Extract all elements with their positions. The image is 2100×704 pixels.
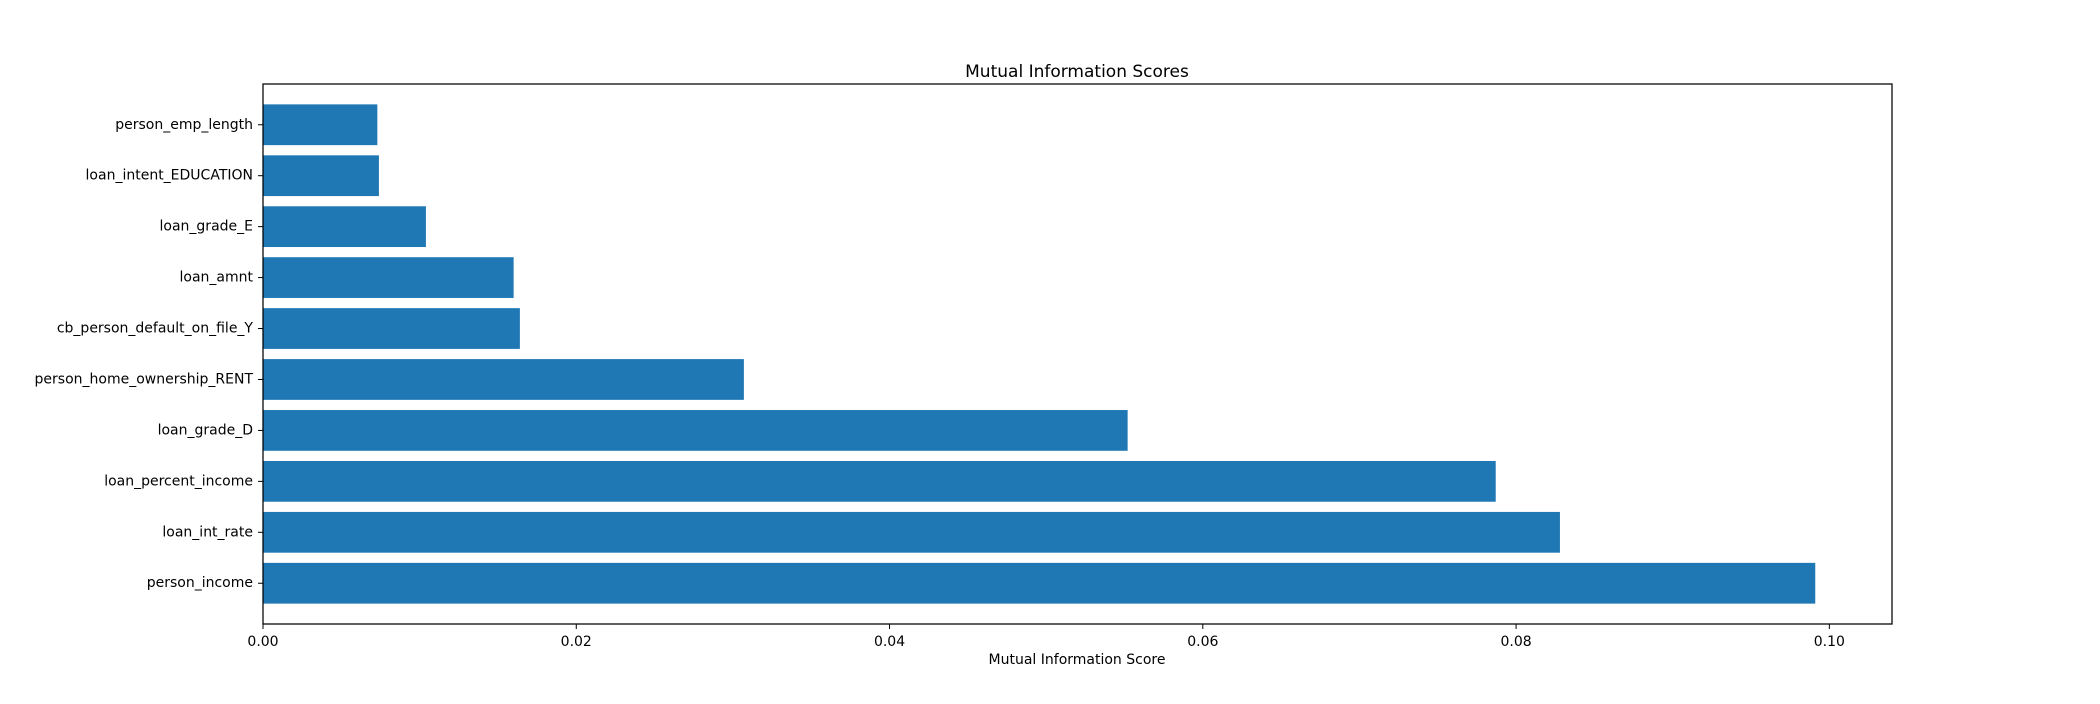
y-tick-label: loan_int_rate: [162, 524, 253, 540]
x-tick-label: 0.06: [1187, 634, 1218, 650]
bars-layer: [263, 104, 1815, 603]
bar-loan-intent-education: [263, 155, 379, 196]
x-tick-label: 0.00: [247, 634, 278, 650]
bar-loan-grade-e: [263, 206, 426, 247]
y-tick-label: loan_grade_E: [160, 219, 253, 235]
y-tick-label: cb_person_default_on_file_Y: [57, 321, 254, 337]
y-tick-label: loan_grade_D: [158, 422, 253, 438]
y-tick-label: person_home_ownership_RENT: [35, 371, 254, 387]
y-tick-label: loan_percent_income: [104, 473, 253, 489]
bar-person-home-ownership-rent: [263, 359, 744, 400]
y-tick-label: person_income: [147, 575, 253, 591]
bar-loan-amnt: [263, 257, 514, 298]
bar-loan-percent-income: [263, 461, 1496, 502]
x-tick-label: 0.02: [561, 634, 592, 650]
y-tick-label: person_emp_length: [115, 117, 253, 133]
bar-loan-grade-d: [263, 410, 1128, 451]
x-tick-label: 0.04: [874, 634, 905, 650]
y-tick-label: loan_intent_EDUCATION: [86, 168, 253, 184]
bar-loan-int-rate: [263, 512, 1560, 553]
x-tick-label: 0.08: [1500, 634, 1531, 650]
bar-person-income: [263, 563, 1815, 604]
x-axis-label: Mutual Information Score: [989, 652, 1166, 668]
chart-title: Mutual Information Scores: [965, 62, 1189, 82]
bar-cb-person-default-on-file-y: [263, 308, 520, 349]
x-tick-label: 0.10: [1814, 634, 1845, 650]
y-tick-label: loan_amnt: [180, 270, 254, 286]
bar-person-emp-length: [263, 104, 377, 145]
